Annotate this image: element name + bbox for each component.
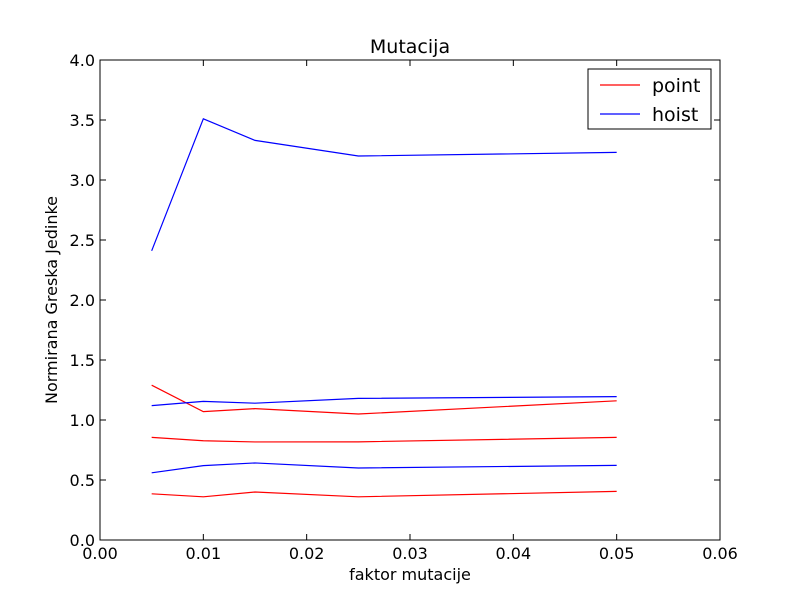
legend-label-point: point [652, 75, 700, 97]
plot-frame [99, 59, 721, 541]
x-tick-label: 0.06 [702, 544, 738, 563]
ticks-layer: 0.00 0.01 0.02 0.03 0.04 0.05 0.06 0.0 0.5 1.0 1.5… [70, 51, 738, 563]
series-layer [151, 118, 617, 498]
x-tick-label: 0.00 [82, 544, 118, 563]
series-line-point-2 [151, 436, 617, 443]
y-axis-label: Normirana Greska Jedinke [42, 196, 61, 404]
plot-area [100, 60, 720, 540]
y-tick-label: 2.5 [70, 231, 95, 250]
x-tick-label: 0.04 [496, 544, 532, 563]
legend: point hoist [587, 68, 712, 130]
series-line-hoist-6 [151, 462, 617, 474]
series-line-point-3 [151, 490, 617, 498]
y-tick-label: 1.5 [70, 351, 95, 370]
y-tick-label: 3.0 [70, 171, 95, 190]
y-tick-label: 3.5 [70, 111, 95, 130]
legend-box [587, 68, 712, 130]
series-line-hoist-5 [151, 396, 617, 407]
y-tick-label: 2.0 [70, 291, 95, 310]
y-tick-label: 0.5 [70, 471, 95, 490]
series-line-hoist-4 [151, 118, 617, 252]
y-tick-label: 4.0 [70, 51, 95, 70]
legend-label-hoist: hoist [652, 104, 698, 126]
x-axis-label: faktor mutacije [349, 565, 471, 584]
x-tick-label: 0.02 [289, 544, 325, 563]
x-tick-label: 0.01 [186, 544, 222, 563]
y-tick-label: 1.0 [70, 411, 95, 430]
y-tick-label: 0.0 [70, 531, 95, 550]
x-tick-label: 0.05 [599, 544, 635, 563]
chart-title: Mutacija [370, 36, 450, 58]
x-tick-label: 0.03 [392, 544, 428, 563]
